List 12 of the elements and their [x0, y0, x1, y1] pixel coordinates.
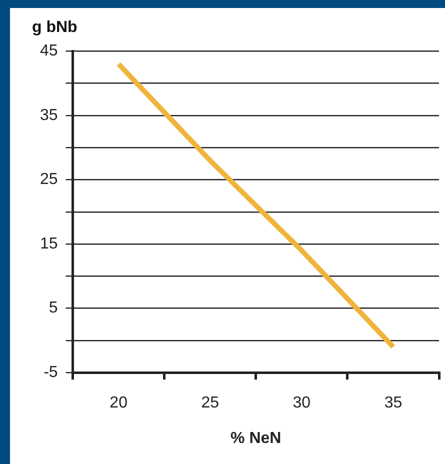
y-axis-title: g bNb — [32, 19, 78, 36]
x-tick-label: 20 — [110, 394, 128, 412]
y-tick-label: 25 — [40, 171, 58, 188]
y-tick-label: 35 — [40, 106, 58, 124]
x-tick-label: 30 — [292, 394, 311, 412]
y-tick-label: 15 — [40, 235, 58, 252]
y-tick-label: 45 — [40, 42, 58, 60]
x-axis-title: % NeN — [230, 430, 282, 447]
y-tick-label: -5 — [44, 364, 58, 382]
x-tick-label: 25 — [201, 394, 220, 412]
x-tick-label: 35 — [384, 394, 402, 412]
y-tick-label: 5 — [48, 300, 58, 317]
